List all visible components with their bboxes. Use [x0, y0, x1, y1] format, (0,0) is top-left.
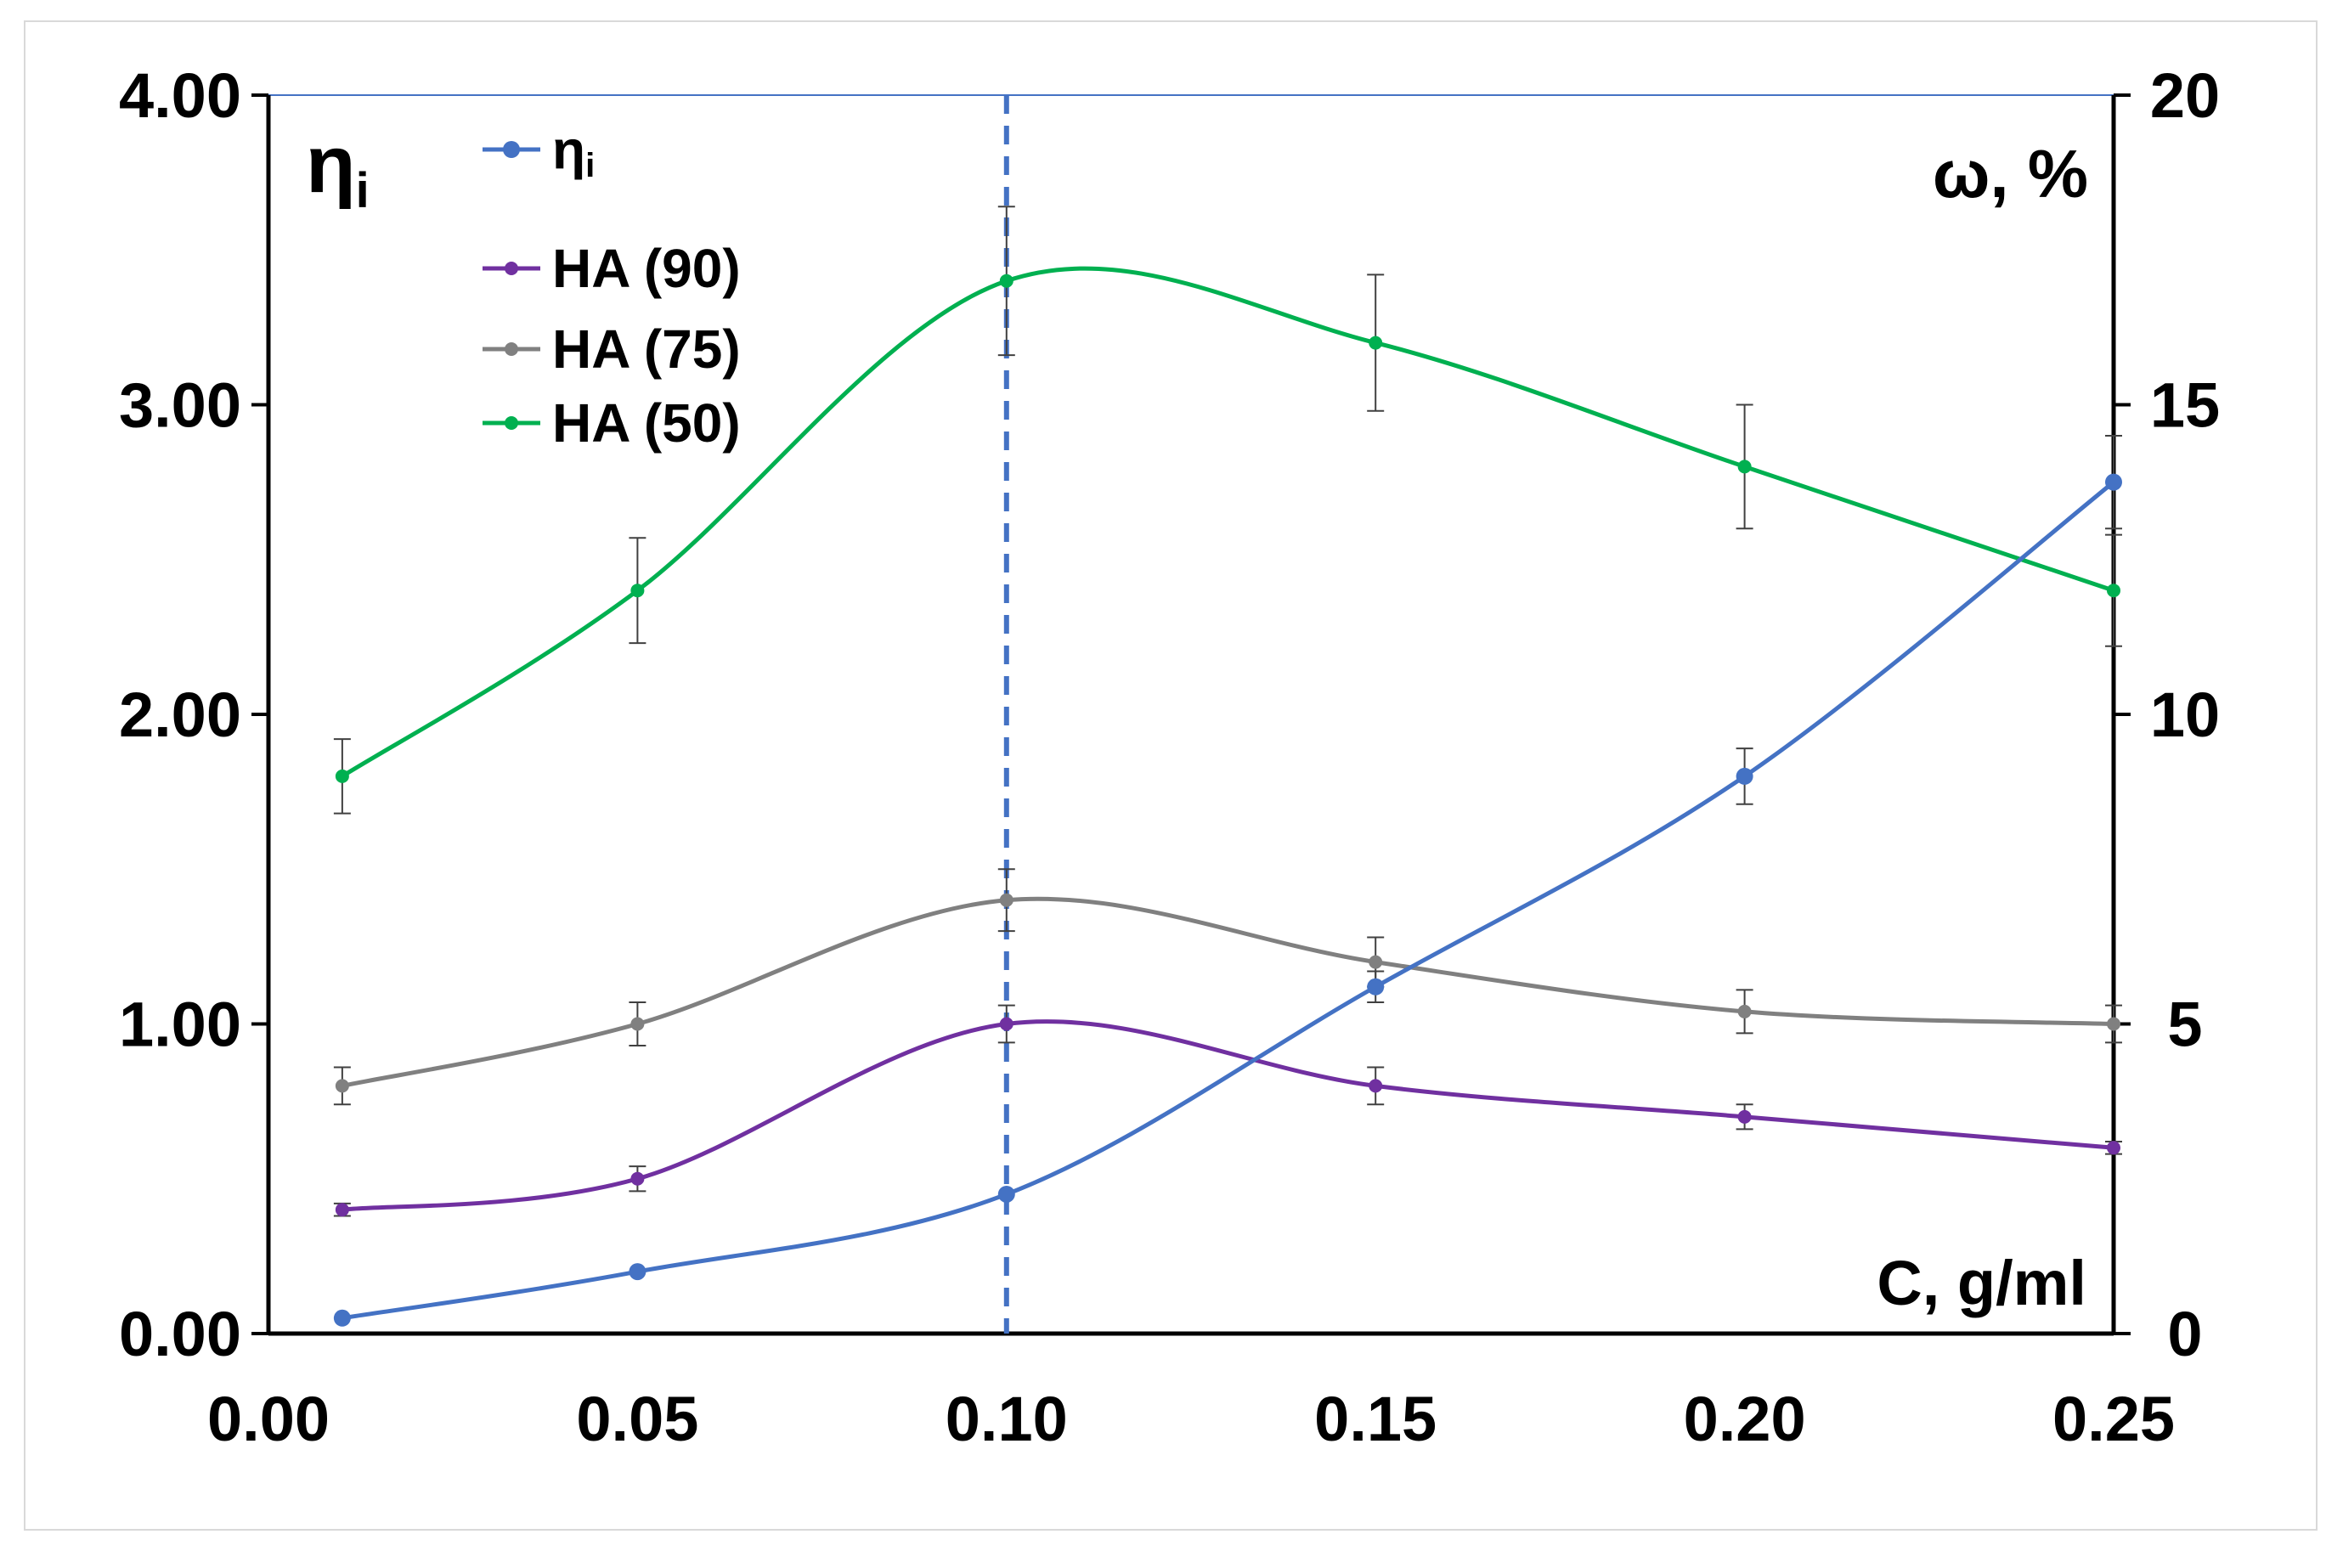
data-point [629, 1263, 646, 1281]
data-point [1737, 460, 1752, 474]
chart: 0.00 1.00 2.00 3.00 4.00 0 5 10 15 20 0.00 0.05 0.10… [119, 60, 2220, 1454]
series-line [342, 1019, 2114, 1212]
left-tick-label: 4.00 [119, 60, 241, 131]
data-point [335, 1079, 349, 1093]
legend-entry: HA (50) [483, 392, 741, 454]
series-line [341, 266, 2114, 779]
legend-marker [505, 416, 518, 430]
y-right-axis-label: ω, % [1933, 136, 2088, 212]
x-tick-label: 0.25 [2052, 1384, 2175, 1454]
x-tick-label: 0.10 [946, 1384, 1068, 1454]
legend-label: ηi [552, 119, 595, 184]
right-tick-label: 5 [2167, 990, 2202, 1060]
data-point [997, 1185, 1015, 1203]
data-point [630, 1171, 645, 1186]
data-point [1736, 767, 1753, 785]
data-point [630, 1017, 645, 1031]
data-point [999, 274, 1013, 288]
right-tick-label: 10 [2150, 680, 2220, 750]
right-tick-label: 15 [2150, 370, 2220, 441]
x-tick-label: 0.15 [1314, 1384, 1437, 1454]
data-point [1369, 336, 1383, 350]
legend-entry: HA (90) [483, 238, 741, 299]
right-tick-label: 0 [2167, 1299, 2202, 1369]
series-ha-75 [333, 868, 2122, 1106]
left-tick-label: 0.00 [119, 1299, 241, 1369]
legend-marker [505, 262, 518, 275]
x-tick-label: 0.00 [207, 1384, 330, 1454]
legend-entry: HA (75) [483, 319, 741, 380]
legend-label: HA (75) [552, 319, 741, 380]
data-point [335, 769, 349, 783]
data-point [999, 893, 1013, 907]
left-tick-label: 2.00 [119, 680, 241, 750]
series-line [342, 480, 2115, 1321]
legend-marker [503, 141, 520, 158]
data-point [630, 584, 645, 598]
series-i [333, 434, 2122, 1327]
data-point [1367, 978, 1385, 996]
legend-label: HA (90) [552, 238, 741, 299]
x-tick-label: 0.20 [1684, 1384, 1806, 1454]
right-tick-label: 20 [2150, 60, 2220, 131]
data-point [999, 1017, 1013, 1031]
data-point [333, 1309, 351, 1327]
data-point [2107, 1017, 2120, 1031]
series-ha-90 [333, 1004, 2122, 1217]
data-point [2107, 1141, 2120, 1155]
data-point [1737, 1004, 1752, 1018]
series-ha-50 [333, 206, 2122, 815]
data-point [2107, 584, 2120, 598]
left-tick-label: 1.00 [119, 990, 241, 1060]
legend-marker [505, 342, 518, 356]
data-point [1369, 1079, 1383, 1093]
y-left-axis-label: ηi [306, 119, 370, 218]
data-point [335, 1203, 349, 1217]
x-axis-label: C, g/ml [1877, 1248, 2086, 1318]
data-point [1369, 955, 1383, 969]
legend-entry: ηi [483, 119, 595, 184]
chart-frame: 0.00 1.00 2.00 3.00 4.00 0 5 10 15 20 0.00 0.05 0.10… [24, 20, 2318, 1531]
data-point [1737, 1109, 1752, 1124]
x-tick-label: 0.05 [576, 1384, 698, 1454]
legend-label: HA (50) [552, 392, 741, 454]
left-tick-label: 3.00 [119, 370, 241, 441]
series-line [342, 896, 2114, 1088]
data-point [2105, 473, 2122, 491]
